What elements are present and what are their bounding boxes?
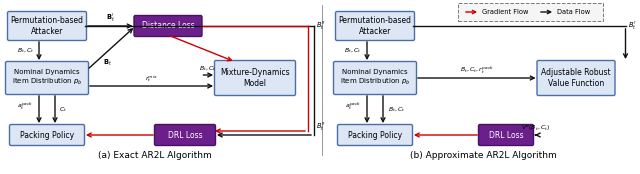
FancyBboxPatch shape <box>10 125 84 145</box>
Text: $B_t''$: $B_t''$ <box>316 121 326 133</box>
Text: (b) Approximate AR2L Algorithm: (b) Approximate AR2L Algorithm <box>410 151 556 160</box>
Text: $\mathbf{B}_t'$: $\mathbf{B}_t'$ <box>106 12 115 24</box>
Text: $a_t^{pack}$: $a_t^{pack}$ <box>346 101 362 112</box>
Text: Mixture-Dynamics
Model: Mixture-Dynamics Model <box>220 68 290 88</box>
Text: Packing Policy: Packing Policy <box>348 130 402 140</box>
Text: $\mathbf{B}_t$: $\mathbf{B}_t$ <box>102 58 112 68</box>
FancyBboxPatch shape <box>134 15 202 37</box>
FancyBboxPatch shape <box>214 61 296 96</box>
FancyBboxPatch shape <box>6 61 88 94</box>
Text: $B_t'$: $B_t'$ <box>627 20 636 32</box>
Text: $B_t, C_t, r_t^{pack}$: $B_t, C_t, r_t^{pack}$ <box>460 65 494 76</box>
FancyBboxPatch shape <box>337 125 413 145</box>
Text: $B_t, C_t$: $B_t, C_t$ <box>17 47 35 55</box>
Text: $B_t, C_t$: $B_t, C_t$ <box>200 64 217 73</box>
Text: Data Flow: Data Flow <box>557 9 590 15</box>
Text: Gradient Flow: Gradient Flow <box>482 9 529 15</box>
FancyBboxPatch shape <box>458 3 603 21</box>
Text: $C_t$: $C_t$ <box>59 105 67 114</box>
Text: $r_t^{mix}$: $r_t^{mix}$ <box>145 73 158 84</box>
FancyBboxPatch shape <box>154 125 216 145</box>
Text: $B_t, C_t$: $B_t, C_t$ <box>344 47 362 55</box>
Text: DRL Loss: DRL Loss <box>168 130 202 140</box>
FancyBboxPatch shape <box>537 61 615 96</box>
Text: Nominal Dynamics
Item Distribution $p_b$: Nominal Dynamics Item Distribution $p_b$ <box>340 69 410 87</box>
Text: Distance Loss: Distance Loss <box>141 22 195 30</box>
Text: Packing Policy: Packing Policy <box>20 130 74 140</box>
Text: (a) Exact AR2L Algorithm: (a) Exact AR2L Algorithm <box>98 151 212 160</box>
FancyBboxPatch shape <box>8 11 86 41</box>
Text: Permutation-based
Attacker: Permutation-based Attacker <box>339 16 412 36</box>
Text: Adjustable Robust
Value Function: Adjustable Robust Value Function <box>541 68 611 88</box>
FancyBboxPatch shape <box>335 11 415 41</box>
Text: Nominal Dynamics
Item Distribution $p_b$: Nominal Dynamics Item Distribution $p_b$ <box>12 69 83 87</box>
Text: $a_t^{pack}$: $a_t^{pack}$ <box>17 101 34 112</box>
Text: DRL Loss: DRL Loss <box>489 130 524 140</box>
Text: Permutation-based
Attacker: Permutation-based Attacker <box>10 16 83 36</box>
FancyBboxPatch shape <box>333 61 417 94</box>
FancyBboxPatch shape <box>479 125 534 145</box>
Text: $B_t, C_t$: $B_t, C_t$ <box>388 105 406 114</box>
Text: $V^{\pi}(B_t, C_t)$: $V^{\pi}(B_t, C_t)$ <box>520 124 550 133</box>
Text: $B_t''$: $B_t''$ <box>316 20 326 32</box>
